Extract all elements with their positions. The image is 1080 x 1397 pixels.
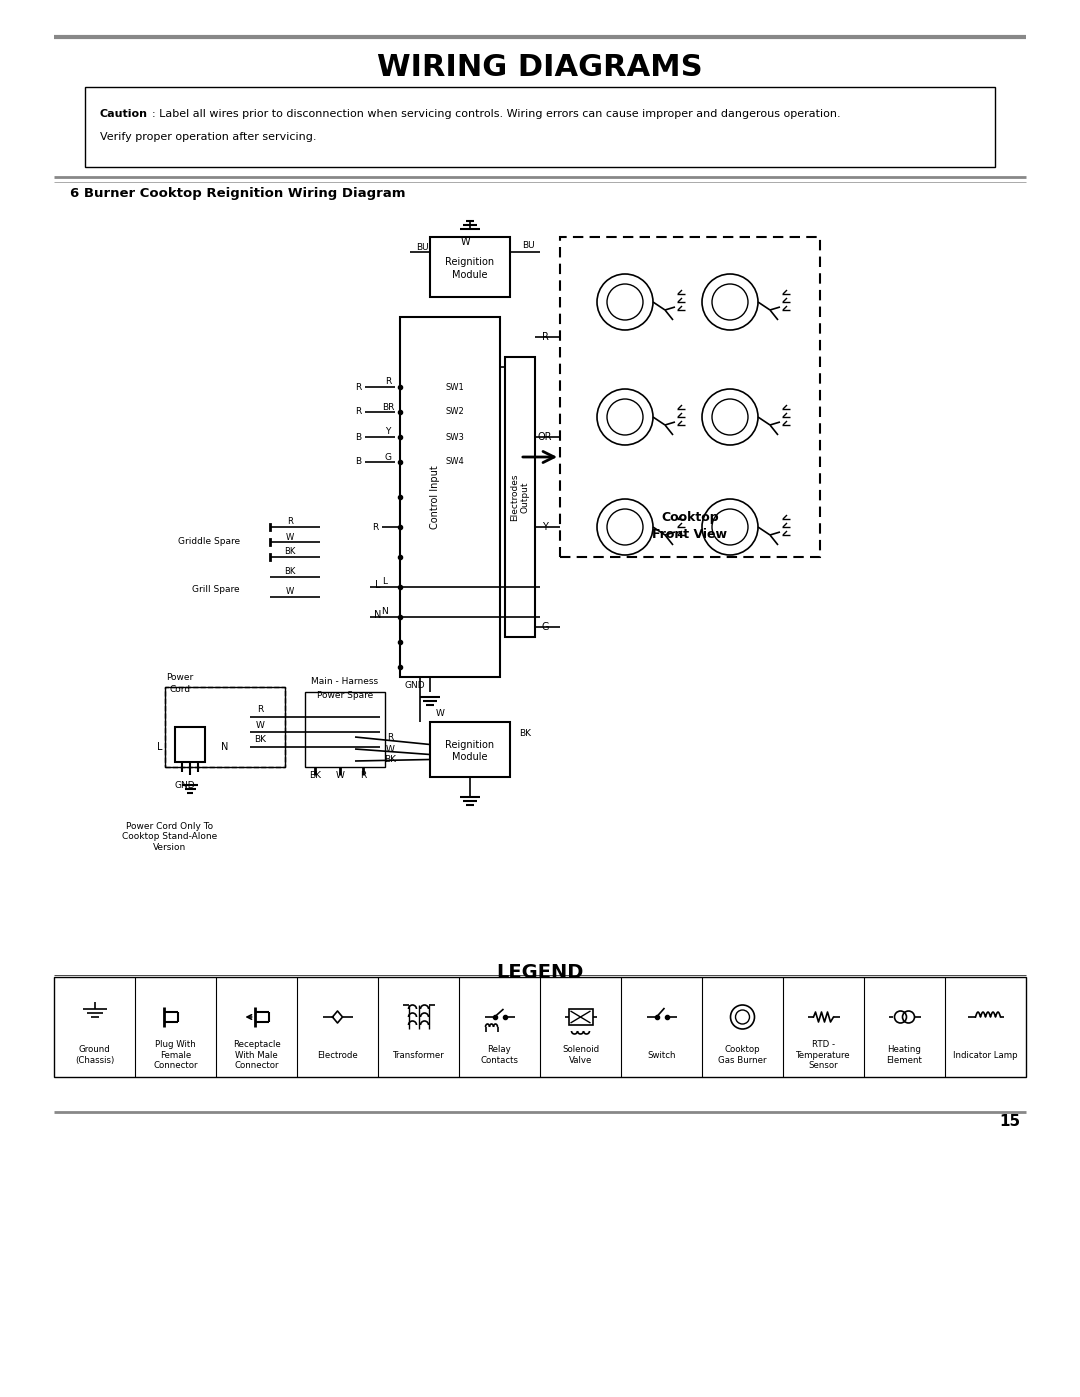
Text: Y: Y [542,522,548,532]
Text: Receptacle
With Male
Connector: Receptacle With Male Connector [232,1041,281,1070]
Text: Y: Y [386,427,391,436]
Text: L: L [157,742,162,752]
Text: Relay
Contacts: Relay Contacts [481,1045,518,1065]
Text: Front View: Front View [652,528,728,542]
Text: L: L [375,580,381,590]
Text: Ground
(Chassis): Ground (Chassis) [75,1045,114,1065]
Text: GND: GND [405,680,426,690]
Bar [561,237,820,557]
Text: L: L [382,577,388,587]
Text: WIRING DIAGRAMS: WIRING DIAGRAMS [377,53,703,81]
Text: GND: GND [175,781,195,789]
Text: G: G [541,622,549,631]
Bar [400,317,500,678]
Text: SW2: SW2 [446,408,464,416]
Text: R: R [287,517,293,527]
Text: BK: BK [519,729,531,739]
Text: Module: Module [453,270,488,279]
Text: LEGEND: LEGEND [497,963,583,982]
Text: R: R [387,732,393,742]
Text: W: W [435,710,445,718]
Text: BK: BK [284,567,296,577]
Text: SW1: SW1 [446,383,464,391]
Text: BU: BU [416,243,429,251]
Text: Power: Power [166,672,193,682]
Text: Cooktop: Cooktop [661,510,719,524]
Text: Transformer: Transformer [393,1051,444,1059]
Text: RTD -
Temperature
Sensor: RTD - Temperature Sensor [796,1041,851,1070]
Text: BK: BK [254,735,266,745]
Text: Control Input: Control Input [430,465,440,529]
Text: W: W [286,588,294,597]
Text: Cord: Cord [170,685,190,693]
Text: R: R [355,408,361,416]
Text: N: N [381,608,389,616]
Bar [175,726,205,761]
Text: R: R [257,705,264,714]
Text: B: B [355,433,361,441]
Text: Griddle Spare: Griddle Spare [178,538,240,546]
Text: BK: BK [284,548,296,556]
Text: R: R [360,771,366,780]
Text: B: B [355,457,361,467]
Text: Main - Harness: Main - Harness [311,678,379,686]
Text: W: W [386,745,394,753]
Bar [505,358,535,637]
Text: 15: 15 [999,1115,1021,1130]
Text: N: N [221,742,229,752]
Text: Module: Module [453,753,488,763]
Text: Indicator Lamp: Indicator Lamp [954,1051,1017,1059]
Text: Electrodes
Output: Electrodes Output [511,474,529,521]
Bar [165,687,285,767]
Bar [85,87,995,168]
Bar [568,1009,593,1025]
Text: Plug With
Female
Connector: Plug With Female Connector [153,1041,198,1070]
Text: Reignition: Reignition [445,257,495,267]
Text: Reignition: Reignition [445,739,495,750]
Text: BK: BK [384,754,396,764]
Bar [165,687,285,767]
Text: BR: BR [382,402,394,412]
Text: SW3: SW3 [446,433,464,441]
Bar [430,237,510,298]
Text: Grill Spare: Grill Spare [192,584,240,594]
Text: R: R [541,332,549,342]
Text: W: W [460,237,470,247]
Text: OR: OR [538,432,552,441]
Text: R: R [384,377,391,387]
Text: Heating
Element: Heating Element [887,1045,922,1065]
Text: N: N [375,610,381,620]
Text: BU: BU [522,240,535,250]
Text: Cooktop
Gas Burner: Cooktop Gas Burner [718,1045,767,1065]
Text: Solenoid
Valve: Solenoid Valve [562,1045,599,1065]
Text: R: R [355,383,361,391]
Bar [54,977,1026,1077]
Text: Power Cord Only To
Cooktop Stand-Alone
Version: Power Cord Only To Cooktop Stand-Alone V… [122,821,218,852]
Text: 6 Burner Cooktop Reignition Wiring Diagram: 6 Burner Cooktop Reignition Wiring Diagr… [70,187,405,201]
Text: BK: BK [309,771,321,780]
Text: W: W [256,721,265,729]
Text: Electrode: Electrode [318,1051,357,1059]
Text: : Label all wires prior to disconnection when servicing controls. Wiring errors : : Label all wires prior to disconnection… [152,109,840,119]
Text: Caution: Caution [100,109,148,119]
Text: Switch: Switch [647,1051,676,1059]
Bar [430,722,510,777]
Bar [305,692,384,767]
Text: Verify proper operation after servicing.: Verify proper operation after servicing. [100,131,316,142]
Text: SW4: SW4 [446,457,464,467]
Text: Power Spare: Power Spare [316,690,373,700]
Text: G: G [384,453,391,461]
Text: W: W [286,532,294,542]
Text: R: R [372,522,378,531]
Text: W: W [336,771,345,780]
